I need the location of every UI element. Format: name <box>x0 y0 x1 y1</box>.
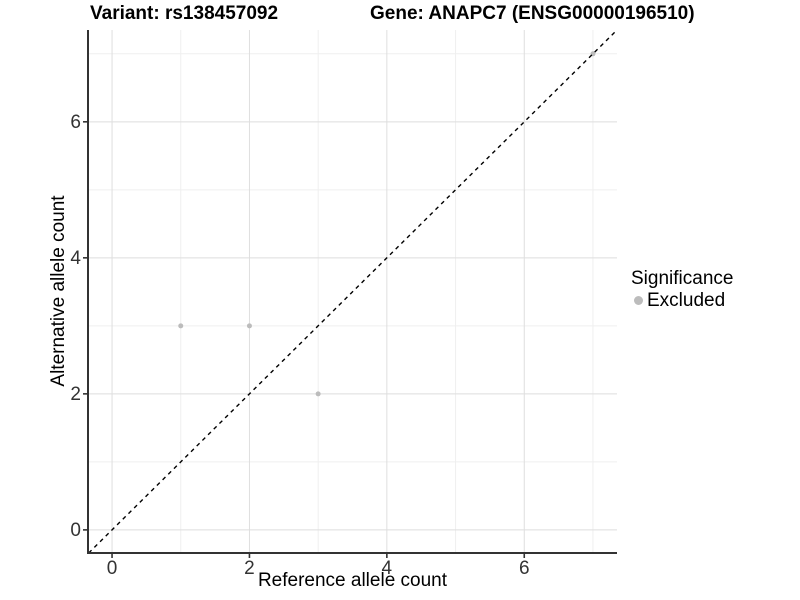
y-axis-tick-label: 2 <box>70 384 81 405</box>
identity-dashed-line <box>88 29 618 554</box>
x-axis-title: Reference allele count <box>257 570 448 591</box>
plot-title-variant: Variant: rs138457092 <box>90 3 279 24</box>
data-point <box>315 391 321 397</box>
data-point <box>178 323 184 329</box>
x-axis-tick-label: 0 <box>107 558 118 579</box>
y-axis-tick-label: 6 <box>70 112 81 133</box>
x-axis-tick-label: 2 <box>244 558 255 579</box>
y-axis-tick-label: 4 <box>70 248 81 269</box>
legend: Significance Excluded <box>629 268 733 311</box>
legend-item-label: Excluded <box>647 290 726 311</box>
data-point <box>246 323 252 329</box>
x-axis-tick-label: 4 <box>382 558 393 579</box>
y-axis-tick-label: 0 <box>70 520 81 541</box>
legend-item-excluded: Excluded <box>629 290 733 311</box>
legend-point-icon <box>634 296 643 305</box>
axis-lines <box>87 30 617 554</box>
x-axis-tick-label: 6 <box>519 558 530 579</box>
legend-title: Significance <box>631 268 734 289</box>
y-axis-title: Alternative allele count <box>48 195 69 387</box>
plot-title-gene: Gene: ANAPC7 (ENSG00000196510) <box>370 3 695 24</box>
